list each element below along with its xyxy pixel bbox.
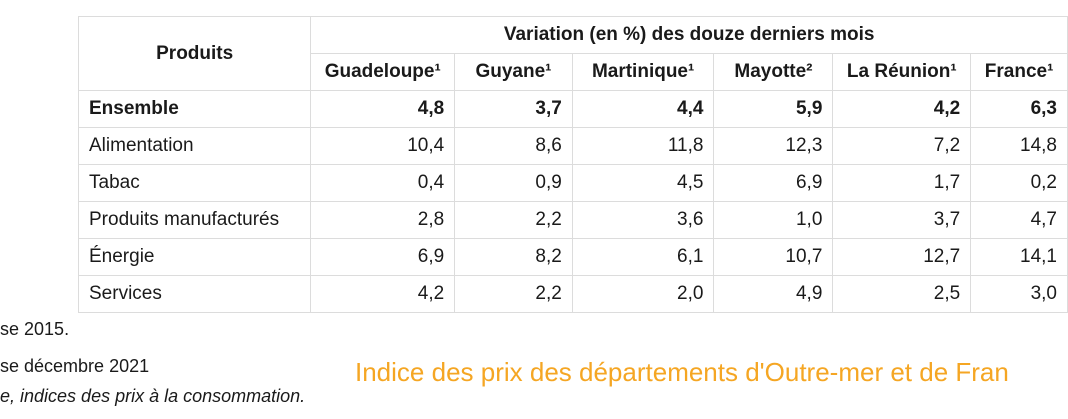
table-row: Énergie 6,9 8,2 6,1 10,7 12,7 14,1 (77, 238, 1068, 276)
header-variation: Variation (en %) des douze derniers mois (310, 16, 1068, 54)
table-cell: 4,4 (571, 90, 715, 128)
table-row: Produits manufacturés 2,8 2,2 3,6 1,0 3,… (77, 201, 1068, 239)
table-cell: 5,9 (713, 90, 834, 128)
header-guyane: Guyane¹ (454, 53, 573, 91)
header-guadeloupe: Guadeloupe¹ (310, 53, 456, 91)
table-cell: 4,7 (970, 201, 1068, 239)
table-cell: 14,8 (970, 127, 1068, 165)
table-cell: 3,6 (571, 201, 715, 239)
table-cell: 2,5 (832, 275, 972, 313)
header-produits: Produits (77, 16, 312, 91)
table-cell: 3,0 (970, 275, 1068, 313)
row-label: Produits manufacturés (77, 201, 312, 239)
table-cell: 12,7 (832, 238, 972, 276)
table-cell: 0,4 (310, 164, 456, 202)
row-label: Ensemble (77, 90, 312, 128)
table-cell: 12,3 (713, 127, 834, 165)
row-label: Tabac (77, 164, 312, 202)
footnote-base-december-2021: ase décembre 2021 (0, 356, 150, 376)
price-index-table: Produits Variation (en %) des douze dern… (77, 16, 1068, 313)
table-cell: 6,3 (970, 90, 1068, 128)
table-cell: 10,7 (713, 238, 834, 276)
table-cell: 4,5 (571, 164, 715, 202)
table-cell: 3,7 (454, 90, 573, 128)
table-cell: 14,1 (970, 238, 1068, 276)
table-cell: 4,8 (310, 90, 456, 128)
table-cell: 2,2 (454, 275, 573, 313)
header-mayotte: Mayotte² (713, 53, 834, 91)
table-cell: 1,0 (713, 201, 834, 239)
table-cell: 8,2 (454, 238, 573, 276)
table-cell: 0,2 (970, 164, 1068, 202)
header-martinique: Martinique¹ (571, 53, 715, 91)
table-cell: 6,1 (571, 238, 715, 276)
table-cell: 4,9 (713, 275, 834, 313)
footnote-source: ee, indices des prix à la consommation. (0, 386, 306, 406)
row-label: Énergie (77, 238, 312, 276)
row-label: Alimentation (77, 127, 312, 165)
table-row: Services 4,2 2,2 2,0 4,9 2,5 3,0 (77, 275, 1068, 313)
table-cell: 2,2 (454, 201, 573, 239)
table-cell: 6,9 (713, 164, 834, 202)
table-row: Alimentation 10,4 8,6 11,8 12,3 7,2 14,8 (77, 127, 1068, 165)
footnote-base-2015: ase 2015. (0, 319, 70, 339)
header-france: France¹ (970, 53, 1068, 91)
table-cell: 8,6 (454, 127, 573, 165)
table-cell: 10,4 (310, 127, 456, 165)
table-cell: 3,7 (832, 201, 972, 239)
row-label: Services (77, 275, 312, 313)
table-cell: 2,8 (310, 201, 456, 239)
table-cell: 2,0 (571, 275, 715, 313)
caption-title: Indice des prix des départements d'Outre… (355, 357, 1009, 387)
table-cell: 4,2 (832, 90, 972, 128)
header-la-reunion: La Réunion¹ (832, 53, 972, 91)
table-cell: 4,2 (310, 275, 456, 313)
table-cell: 6,9 (310, 238, 456, 276)
table-cell: 0,9 (454, 164, 573, 202)
table-row: Ensemble 4,8 3,7 4,4 5,9 4,2 6,3 (77, 90, 1068, 128)
table-row: Tabac 0,4 0,9 4,5 6,9 1,7 0,2 (77, 164, 1068, 202)
table-cell: 1,7 (832, 164, 972, 202)
table-cell: 11,8 (571, 127, 715, 165)
table-cell: 7,2 (832, 127, 972, 165)
